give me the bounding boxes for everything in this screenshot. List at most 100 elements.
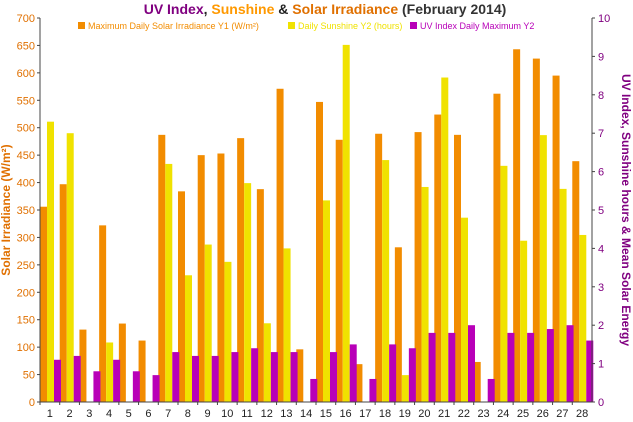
- x-tick-label: 3: [86, 408, 92, 420]
- x-tick-label: 9: [205, 408, 211, 420]
- x-tick-label: 21: [438, 408, 450, 420]
- bar: [586, 340, 594, 402]
- bar: [59, 184, 67, 402]
- bar: [414, 132, 422, 402]
- x-tick-label: 2: [67, 408, 73, 420]
- bar: [579, 234, 587, 402]
- bar: [513, 49, 521, 403]
- bar: [172, 352, 180, 402]
- bar: [335, 139, 343, 402]
- x-tick-label: 8: [185, 408, 191, 420]
- y1-tick-label: 400: [17, 178, 35, 190]
- y1-tick-label: 600: [17, 68, 35, 80]
- y1-tick-label: 700: [17, 13, 35, 25]
- bar: [283, 248, 291, 402]
- x-tick-label: 12: [261, 408, 273, 420]
- y2-tick-label: 7: [598, 128, 604, 140]
- bar: [394, 247, 402, 402]
- legend-item: Daily Sunshine Y2 (hours): [288, 21, 402, 31]
- bar: [217, 153, 225, 402]
- y2-tick-label: 5: [598, 205, 604, 217]
- bar: [330, 352, 337, 402]
- x-tick-label: 13: [280, 408, 292, 420]
- y1-tick-label: 0: [29, 397, 35, 409]
- y2-tick-label: 2: [598, 320, 604, 332]
- y1-tick-label: 250: [17, 260, 35, 272]
- bar: [178, 191, 185, 402]
- x-tick-label: 28: [576, 408, 588, 420]
- bar: [296, 349, 304, 402]
- legend-swatch: [288, 22, 295, 29]
- title-part: Sunshine: [211, 1, 274, 17]
- bar: [66, 133, 74, 402]
- bar: [54, 359, 61, 402]
- title-part: ,: [204, 1, 212, 17]
- bar: [73, 355, 81, 402]
- bar: [473, 361, 481, 402]
- x-tick-label: 23: [477, 408, 489, 420]
- bar: [559, 188, 567, 402]
- legend-label: Maximum Daily Solar Irradiance Y1 (W/m²): [88, 21, 259, 31]
- bar: [434, 114, 442, 403]
- bar: [316, 101, 323, 403]
- bar: [408, 348, 416, 402]
- bar: [118, 323, 126, 402]
- x-tick-label: 26: [537, 408, 549, 420]
- x-tick-label: 22: [458, 408, 470, 420]
- x-tick-label: 11: [241, 408, 252, 420]
- y1-axis-title: Solar Irradiance (W/m²): [0, 144, 13, 275]
- bar: [165, 163, 173, 402]
- x-tick-label: 5: [126, 408, 132, 420]
- bar: [428, 332, 436, 402]
- bar: [454, 134, 461, 402]
- bar: [369, 378, 377, 402]
- bar: [375, 133, 383, 402]
- bar: [441, 77, 449, 403]
- bar: [572, 161, 580, 402]
- bar: [310, 378, 318, 402]
- legend-item: UV Index Daily Maximum Y2: [410, 21, 534, 31]
- bar: [93, 371, 101, 402]
- x-tick-label: 19: [399, 408, 411, 420]
- y1-tick-label: 200: [17, 287, 35, 299]
- bar: [244, 183, 252, 402]
- y1-tick-label: 450: [17, 150, 35, 162]
- y1-tick-label: 150: [17, 315, 35, 327]
- y1-tick-label: 300: [17, 232, 35, 244]
- bar: [290, 352, 298, 402]
- bar: [158, 134, 166, 402]
- bars: [40, 44, 594, 403]
- bar: [527, 332, 535, 402]
- bar: [355, 364, 363, 402]
- y1-tick-label: 100: [17, 342, 35, 354]
- title-part: &: [274, 1, 292, 17]
- bar: [47, 121, 54, 403]
- x-tick-label: 17: [359, 408, 371, 420]
- y2-tick-label: 10: [598, 13, 610, 25]
- bar: [448, 332, 456, 402]
- y1-tick-label: 500: [17, 123, 35, 135]
- bar: [493, 93, 501, 402]
- y1-tick-label: 550: [17, 95, 35, 107]
- bar: [532, 58, 540, 403]
- bar: [539, 135, 547, 402]
- bar: [138, 340, 146, 402]
- bar: [224, 261, 232, 402]
- legend-label: UV Index Daily Maximum Y2: [420, 21, 534, 31]
- title-part: Solar Irradiance: [292, 1, 398, 17]
- x-tick-label: 7: [165, 408, 171, 420]
- axes: 0501001502002503003504004505005506006507…: [0, 13, 633, 420]
- bar: [197, 155, 205, 402]
- x-tick-label: 20: [418, 408, 430, 420]
- x-tick-label: 27: [556, 408, 568, 420]
- bar: [520, 240, 528, 402]
- y2-tick-label: 3: [598, 282, 604, 294]
- x-tick-label: 16: [339, 408, 351, 420]
- bar: [342, 44, 350, 402]
- bar: [106, 342, 114, 402]
- y1-tick-label: 50: [23, 370, 35, 382]
- x-tick-label: 1: [47, 408, 53, 420]
- y2-tick-label: 1: [598, 359, 604, 371]
